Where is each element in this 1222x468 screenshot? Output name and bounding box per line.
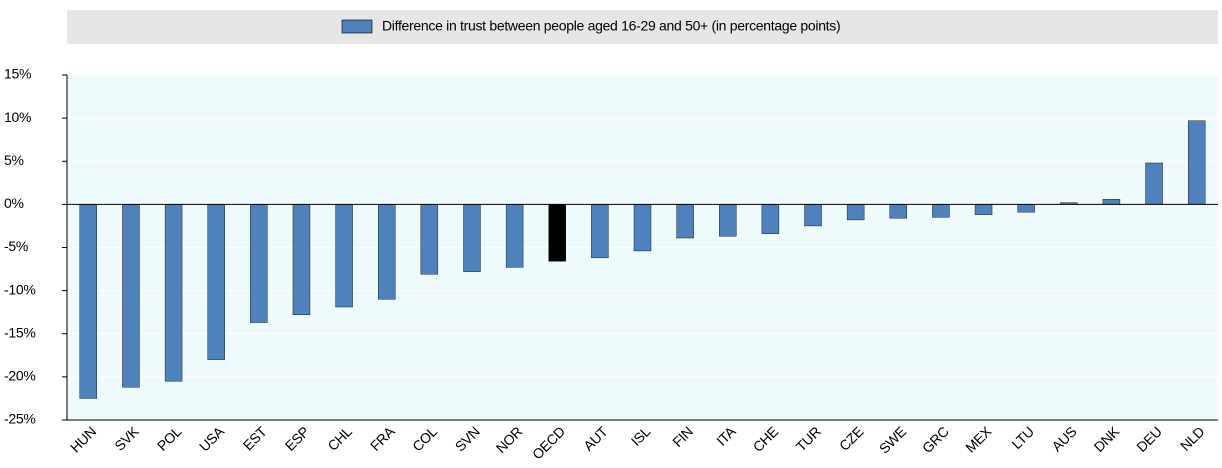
x-tick-label: USA bbox=[196, 423, 228, 455]
y-tick-label: 10% bbox=[4, 109, 31, 125]
bar bbox=[633, 204, 652, 252]
bar bbox=[463, 204, 481, 272]
x-tick-label: POL bbox=[154, 423, 185, 454]
bar bbox=[335, 204, 353, 308]
bar bbox=[505, 204, 524, 268]
x-tick-label: CHL bbox=[324, 423, 355, 454]
y-tick-label: 5% bbox=[4, 152, 24, 168]
x-tick-label: CZE bbox=[836, 423, 866, 453]
x-tick-label: SWE bbox=[876, 423, 909, 456]
y-tick-label: -20% bbox=[4, 368, 35, 384]
x-tick-label: FRA bbox=[367, 423, 398, 454]
x-tick-label: COL bbox=[409, 423, 440, 454]
bar bbox=[420, 204, 439, 275]
bar bbox=[974, 204, 993, 215]
bar bbox=[591, 204, 609, 259]
bar bbox=[207, 204, 225, 360]
legend-label: Difference in trust between people aged … bbox=[382, 18, 840, 34]
bar bbox=[79, 204, 98, 399]
bar bbox=[719, 204, 737, 237]
x-tick-label: EST bbox=[240, 423, 270, 453]
bar bbox=[122, 204, 140, 388]
bar bbox=[932, 204, 950, 218]
bar bbox=[804, 204, 822, 227]
x-tick-label: SVN bbox=[452, 423, 483, 454]
x-tick-label: AUS bbox=[1049, 423, 1080, 454]
x-tick-label: SVK bbox=[111, 423, 142, 454]
y-tick-label: -5% bbox=[4, 238, 28, 254]
y-tick-label: 15% bbox=[4, 66, 31, 82]
legend-swatch bbox=[341, 19, 373, 34]
x-tick-label: TUR bbox=[793, 423, 824, 454]
x-tick-label: MEX bbox=[962, 423, 995, 456]
bar bbox=[164, 204, 183, 382]
bar bbox=[1145, 162, 1163, 205]
x-tick-label: ESP bbox=[282, 423, 312, 453]
x-tick-label: ISL bbox=[628, 423, 654, 449]
bar bbox=[889, 204, 907, 219]
y-tick-label: 0% bbox=[4, 195, 24, 211]
x-tick-label: DEU bbox=[1133, 423, 1165, 455]
x-tick-label: CHE bbox=[750, 423, 782, 455]
x-tick-label: NLD bbox=[1177, 423, 1208, 454]
x-tick-label: FIN bbox=[669, 423, 696, 450]
legend-box bbox=[67, 10, 1218, 44]
y-tick-label: -10% bbox=[4, 281, 35, 297]
y-tick-label: -15% bbox=[4, 324, 35, 340]
bar bbox=[292, 204, 311, 315]
bar bbox=[1017, 204, 1035, 213]
bar bbox=[1102, 198, 1121, 205]
x-tick-label: NOR bbox=[493, 423, 526, 456]
x-tick-label: LTU bbox=[1008, 423, 1037, 452]
bar bbox=[846, 204, 865, 221]
y-tick-label: -25% bbox=[4, 411, 35, 427]
x-tick-label: DNK bbox=[1091, 423, 1123, 455]
bar bbox=[548, 204, 566, 262]
x-tick-label: GRC bbox=[919, 423, 952, 456]
bar bbox=[250, 204, 268, 323]
bar bbox=[1187, 120, 1206, 205]
bar bbox=[676, 204, 694, 239]
bar bbox=[761, 204, 780, 234]
x-tick-label: ITA bbox=[713, 423, 739, 449]
x-tick-label: OECD bbox=[529, 423, 568, 462]
bar bbox=[378, 204, 396, 300]
x-tick-label: HUN bbox=[67, 423, 99, 455]
x-tick-label: AUT bbox=[580, 423, 611, 454]
